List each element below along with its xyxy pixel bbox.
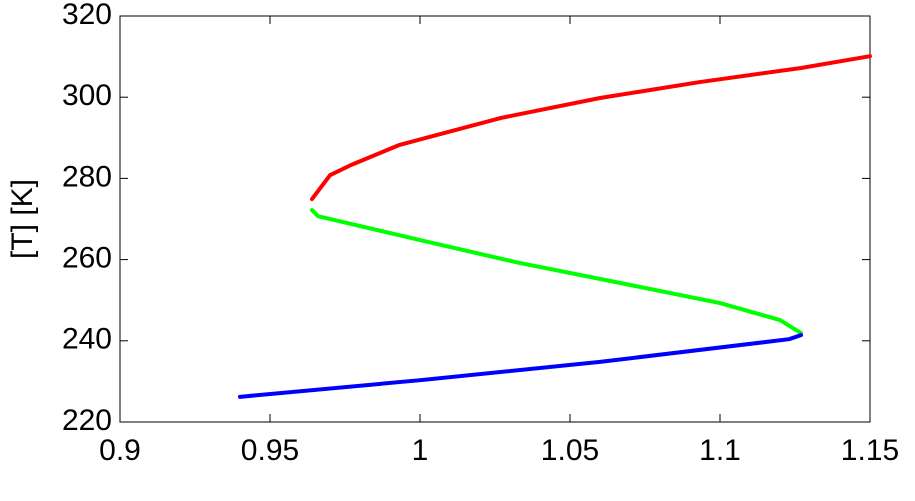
y-tick-label: 240 <box>62 323 112 356</box>
y-axis-label: [T] [K] <box>6 179 39 259</box>
x-tick-label: 0.9 <box>99 434 141 467</box>
y-tick-label: 260 <box>62 242 112 275</box>
x-tick-label: 1.1 <box>699 434 741 467</box>
data-line <box>238 333 803 399</box>
x-tick-label: 0.95 <box>241 434 299 467</box>
y-tick-label: 300 <box>62 79 112 112</box>
y-tick-label: 280 <box>62 160 112 193</box>
plot-frame <box>119 15 871 423</box>
data-line <box>310 54 872 202</box>
x-tick-label: 1.15 <box>841 434 899 467</box>
x-tick-label: 1.05 <box>541 434 599 467</box>
x-tick-label: 1 <box>412 434 429 467</box>
y-tick-label: 220 <box>62 404 112 437</box>
data-line <box>310 208 803 336</box>
y-tick-label: 320 <box>62 0 112 31</box>
